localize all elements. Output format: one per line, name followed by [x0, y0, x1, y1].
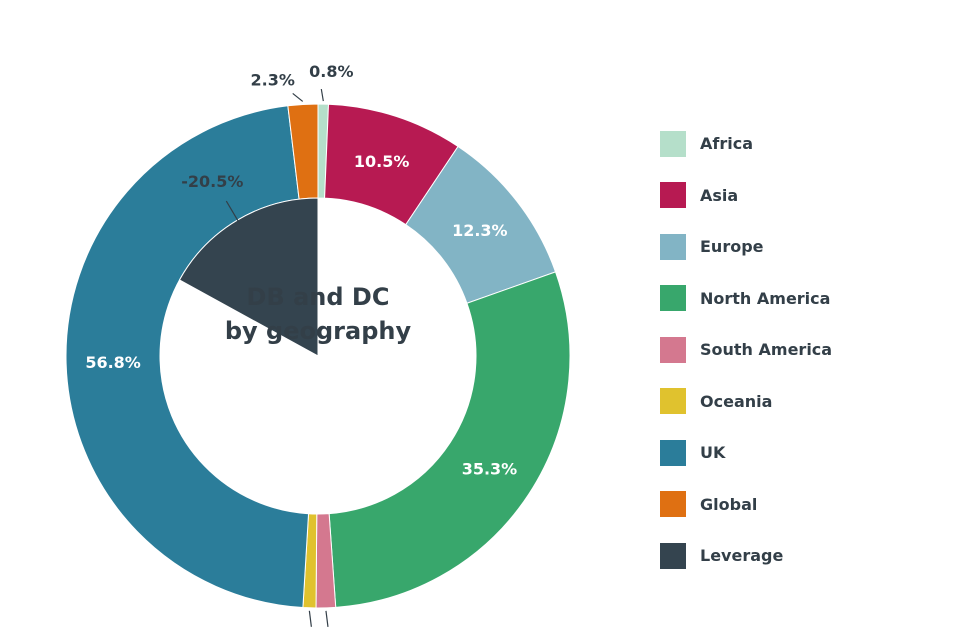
label-africa: 0.8%: [309, 62, 353, 81]
legend-item-oceania: Oceania: [660, 376, 950, 428]
legend-item-north-america: North America: [660, 273, 950, 325]
label-europe: 12.3%: [452, 221, 508, 240]
slice-north-america: [328, 271, 571, 608]
slice-uk: [65, 105, 310, 609]
leader-lines: [225, 88, 329, 627]
legend-swatch-oceania: [660, 388, 686, 415]
legend-item-africa: Africa: [660, 118, 950, 170]
legend-swatch-europe: [660, 233, 686, 260]
legend-item-leverage: Leverage: [660, 530, 950, 582]
legend-label-africa: Africa: [700, 134, 753, 154]
label-leverage: -20.5%: [181, 172, 243, 191]
legend-swatch-south-america: [660, 336, 686, 363]
slice-labels: 0.8%10.5%12.3%35.3%1.5%1%56.8%2.3%-20.5%: [85, 62, 518, 478]
legend-swatch-uk: [660, 439, 686, 466]
leader-africa: [320, 88, 324, 102]
legend-item-europe: Europe: [660, 221, 950, 273]
leader-global: [292, 92, 304, 102]
label-north-america: 35.3%: [462, 459, 518, 478]
legend-item-asia: Asia: [660, 170, 950, 222]
legend-item-global: Global: [660, 479, 950, 531]
leader-south-america: [325, 610, 329, 627]
legend-swatch-africa: [660, 130, 686, 157]
leader-oceania: [308, 610, 312, 627]
legend-label-leverage: Leverage: [700, 546, 784, 566]
legend-item-south-america: South America: [660, 324, 950, 376]
legend-label-global: Global: [700, 494, 758, 514]
legend-swatch-north-america: [660, 285, 686, 312]
label-asia: 10.5%: [354, 152, 410, 171]
legend-label-south-america: South America: [700, 340, 833, 360]
legend-swatch-asia: [660, 182, 686, 209]
legend-label-europe: Europe: [700, 237, 764, 257]
legend-label-oceania: Oceania: [700, 391, 773, 411]
legend-label-uk: UK: [700, 443, 726, 463]
label-uk: 56.8%: [85, 353, 141, 372]
legend-swatch-leverage: [660, 542, 686, 569]
label-global: 2.3%: [251, 70, 295, 89]
chart-legend: Africa Asia Europe North America South Ameri…: [660, 118, 950, 582]
leader-leverage: [225, 200, 241, 224]
donut-slices: [65, 103, 571, 609]
legend-swatch-global: [660, 491, 686, 518]
legend-label-north-america: North America: [700, 288, 831, 308]
chart-title: DB and DC by geography: [225, 283, 412, 345]
legend-item-uk: UK: [660, 427, 950, 479]
legend-label-asia: Asia: [700, 185, 739, 205]
